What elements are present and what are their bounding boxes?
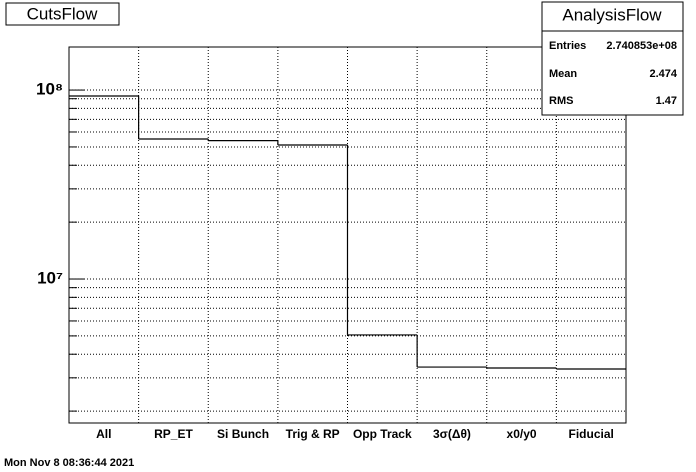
- stats-frame: [541, 1, 684, 116]
- x-tick-label: Si Bunch: [217, 427, 269, 441]
- stats-label: RMS: [549, 95, 573, 107]
- title-box: [5, 2, 120, 26]
- y-tick-label: 10⁷: [37, 269, 63, 288]
- stats-value: 2.740853e+08: [606, 40, 677, 52]
- x-tick-label: Fiducial: [569, 427, 614, 441]
- stats-title: AnalysisFlow: [562, 5, 662, 24]
- stats-label: Entries: [549, 40, 586, 52]
- stats-value: 2.474: [649, 68, 677, 80]
- x-tick-label: Trig & RP: [286, 427, 340, 441]
- x-tick-label: All: [96, 427, 111, 441]
- x-tick-label: RP_ET: [154, 427, 193, 441]
- x-tick-label: Opp Track: [353, 427, 412, 441]
- x-tick-label: 3σ(Δθ): [433, 427, 471, 441]
- stats-value: 1.47: [656, 95, 677, 107]
- stats-label: Mean: [549, 68, 577, 80]
- footer-date: Mon Nov 8 08:36:44 2021: [4, 457, 134, 469]
- x-tick-label: x0/y0: [507, 427, 537, 441]
- chart-title: CutsFlow: [27, 4, 99, 23]
- y-tick-label: 10⁸: [36, 80, 63, 99]
- stats-box: AnalysisFlow Entries 2.740853e+08 Mean 2…: [541, 1, 684, 116]
